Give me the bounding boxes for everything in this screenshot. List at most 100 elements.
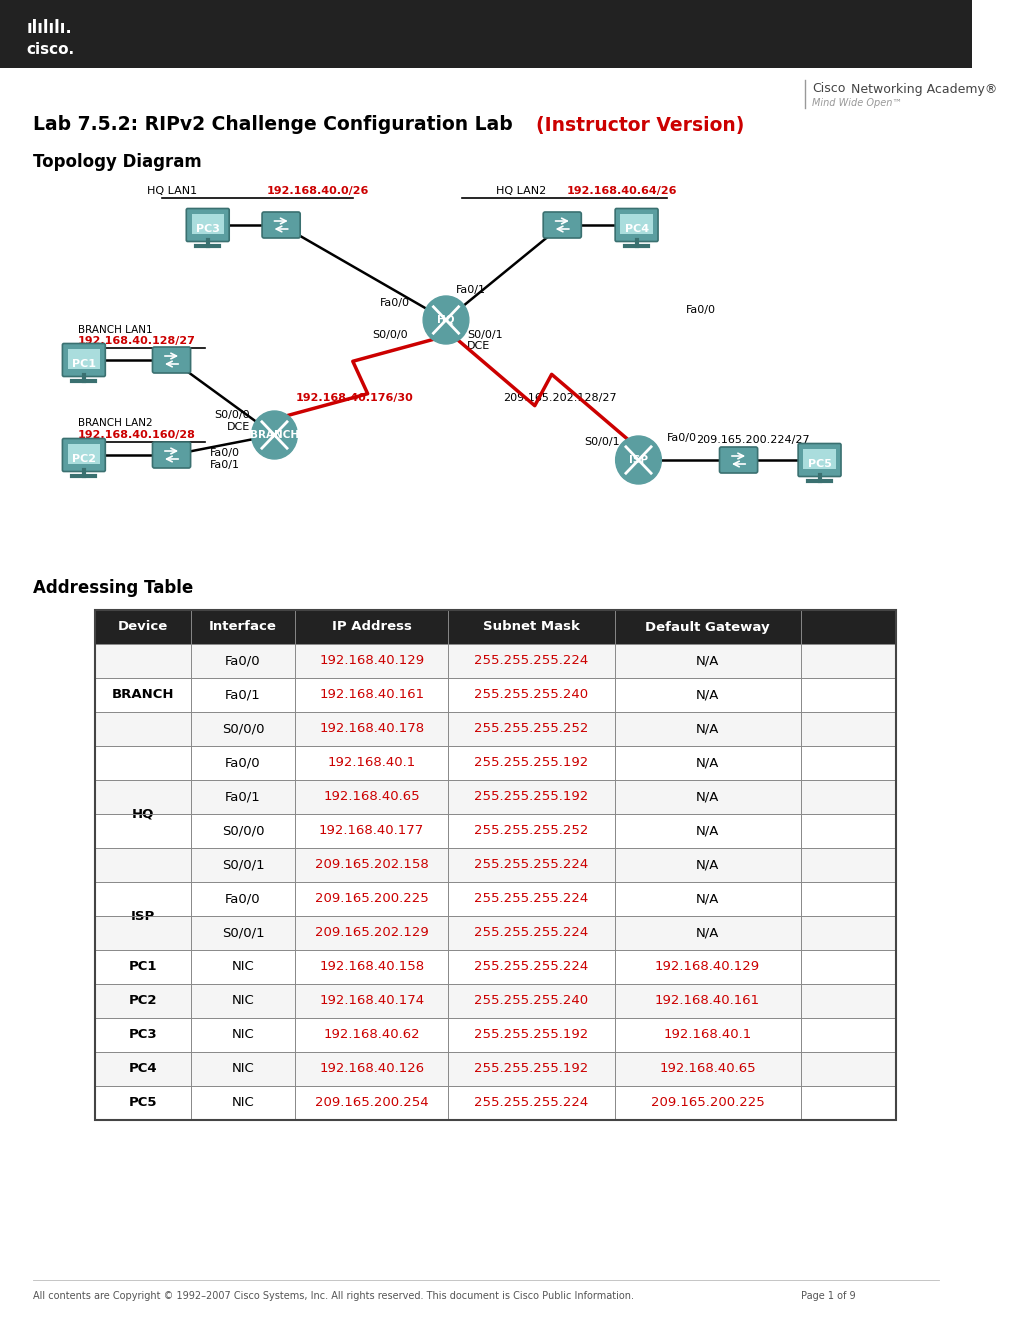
Text: 255.255.255.240: 255.255.255.240 [474,994,588,1007]
Text: All contents are Copyright © 1992–2007 Cisco Systems, Inc. All rights reserved. : All contents are Copyright © 1992–2007 C… [34,1291,634,1302]
Text: Fa0/0: Fa0/0 [210,447,239,458]
Text: 192.168.40.1: 192.168.40.1 [327,756,416,770]
Text: N/A: N/A [695,756,718,770]
Text: Fa0/0: Fa0/0 [666,433,696,444]
Text: HQ LAN2: HQ LAN2 [495,186,545,195]
Text: 255.255.255.192: 255.255.255.192 [474,791,588,804]
Text: 192.168.40.174: 192.168.40.174 [319,994,424,1007]
Bar [67,444,100,465]
Text: 255.255.255.252: 255.255.255.252 [474,825,588,837]
Text: 255.255.255.224: 255.255.255.224 [474,655,588,668]
Circle shape [615,436,660,484]
Text: 192.168.40.62: 192.168.40.62 [323,1028,420,1041]
FancyBboxPatch shape [152,347,191,374]
Text: 209.165.202.129: 209.165.202.129 [315,927,428,940]
Text: PC5: PC5 [128,1097,157,1110]
FancyBboxPatch shape [62,343,105,376]
Text: 192.168.40.64/26: 192.168.40.64/26 [567,186,677,195]
Text: 209.165.200.225: 209.165.200.225 [650,1097,763,1110]
Text: 192.168.40.0/26: 192.168.40.0/26 [267,186,369,195]
Text: HQ LAN1: HQ LAN1 [147,186,197,195]
Text: 255.255.255.224: 255.255.255.224 [474,927,588,940]
Bar [95,1086,895,1119]
Text: N/A: N/A [695,825,718,837]
Text: PC3: PC3 [196,224,219,234]
FancyBboxPatch shape [186,209,229,242]
Bar [67,348,100,370]
Bar [95,950,895,983]
Text: IP Address: IP Address [331,620,412,634]
Text: HQ: HQ [437,315,454,325]
Text: Mind Wide Open™: Mind Wide Open™ [811,98,901,108]
Text: Device: Device [118,620,168,634]
Text: ISP: ISP [629,455,647,465]
Text: HQ: HQ [131,808,154,821]
Text: PC1: PC1 [71,359,96,370]
Text: S0/0/0: S0/0/0 [221,825,264,837]
Text: Fa0/1: Fa0/1 [455,285,485,294]
Text: Page 1 of 9: Page 1 of 9 [800,1291,854,1302]
Text: ılılılı.: ılılılı. [26,18,72,37]
Text: Fa0/1: Fa0/1 [225,791,261,804]
Text: (Instructor Version): (Instructor Version) [535,116,743,135]
Text: S0/0/0: S0/0/0 [221,722,264,735]
Text: Fa0/0: Fa0/0 [225,892,261,906]
Bar [95,610,895,644]
Bar [95,678,895,711]
Text: Default Gateway: Default Gateway [645,620,769,634]
Text: BRANCH LAN2: BRANCH LAN2 [78,418,153,428]
Text: 255.255.255.192: 255.255.255.192 [474,756,588,770]
Text: 192.168.40.158: 192.168.40.158 [319,961,424,974]
Text: 209.165.202.128/27: 209.165.202.128/27 [502,393,616,403]
Text: NIC: NIC [231,994,254,1007]
Text: 209.165.200.254: 209.165.200.254 [315,1097,428,1110]
Text: Fa0/0: Fa0/0 [225,756,261,770]
Text: Lab 7.5.2: RIPv2 Challenge Configuration Lab: Lab 7.5.2: RIPv2 Challenge Configuration… [34,116,519,135]
Text: 192.168.40.161: 192.168.40.161 [654,994,759,1007]
Text: NIC: NIC [231,961,254,974]
Text: S0/0/0: S0/0/0 [214,411,250,420]
Bar [0,0,971,69]
FancyBboxPatch shape [718,447,757,473]
Text: PC1: PC1 [128,961,157,974]
Text: BRANCH: BRANCH [112,689,174,701]
Text: 255.255.255.224: 255.255.255.224 [474,961,588,974]
Bar [95,644,895,678]
Text: N/A: N/A [695,655,718,668]
Text: 209.165.200.225: 209.165.200.225 [315,892,428,906]
Circle shape [423,296,469,345]
Circle shape [252,411,298,459]
Text: N/A: N/A [695,858,718,871]
Text: Fa0/1: Fa0/1 [225,689,261,701]
Bar [95,882,895,916]
Text: NIC: NIC [231,1097,254,1110]
Text: Fa0/0: Fa0/0 [686,305,715,315]
Text: 192.168.40.176/30: 192.168.40.176/30 [296,393,413,403]
FancyBboxPatch shape [797,444,841,477]
Text: 192.168.40.128/27: 192.168.40.128/27 [78,337,196,346]
Text: ISP: ISP [130,909,155,923]
FancyBboxPatch shape [62,438,105,471]
Text: PC3: PC3 [128,1028,157,1041]
Text: Addressing Table: Addressing Table [34,579,194,597]
Text: DCE: DCE [467,341,490,351]
Text: 255.255.255.224: 255.255.255.224 [474,1097,588,1110]
Text: PC4: PC4 [624,224,648,234]
Text: Topology Diagram: Topology Diagram [34,153,202,172]
Text: 255.255.255.224: 255.255.255.224 [474,858,588,871]
FancyBboxPatch shape [543,213,581,238]
Bar [620,214,652,234]
Text: cisco.: cisco. [26,42,74,58]
Text: 192.168.40.177: 192.168.40.177 [319,825,424,837]
Text: NIC: NIC [231,1063,254,1076]
Text: N/A: N/A [695,722,718,735]
Text: 192.168.40.161: 192.168.40.161 [319,689,424,701]
Bar [192,214,224,234]
Text: N/A: N/A [695,689,718,701]
Text: 255.255.255.252: 255.255.255.252 [474,722,588,735]
Text: 255.255.255.192: 255.255.255.192 [474,1063,588,1076]
Bar [95,814,895,847]
Text: Cisco: Cisco [811,82,845,95]
Text: Networking Academy®: Networking Academy® [850,82,997,95]
Bar [95,983,895,1018]
